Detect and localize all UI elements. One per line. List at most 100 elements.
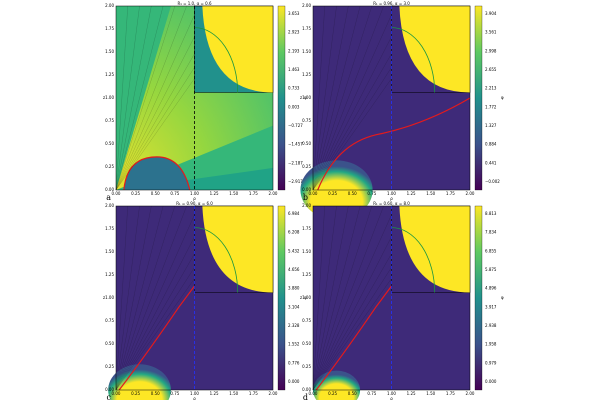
colorbar-tick-label: 2.655 xyxy=(485,67,497,72)
y-tick-label: 0.25 xyxy=(105,164,114,169)
colorbar-tick-label: 1.772 xyxy=(485,104,497,109)
panel-title: R₁ = 0.90, α = 6.0 xyxy=(176,201,213,206)
y-tick-label: 0.75 xyxy=(302,118,311,123)
x-tick-label: 0.75 xyxy=(367,191,376,196)
red-contour xyxy=(123,156,191,191)
colorbar-tick-label: 2.213 xyxy=(485,86,497,91)
x-axis-label: ρ xyxy=(193,196,196,201)
x-tick-label: 1.00 xyxy=(190,191,199,196)
inset-arc xyxy=(194,227,239,293)
y-tick-label: 0.50 xyxy=(105,141,114,146)
y-tick-label: 1.75 xyxy=(105,26,114,31)
field-line xyxy=(312,5,396,191)
x-tick-label: 1.50 xyxy=(229,191,238,196)
panel-label: a xyxy=(106,193,111,202)
x-tick-label: 1.00 xyxy=(190,391,199,396)
x-tick-label: 0.25 xyxy=(131,391,140,396)
x-tick-label: 1.75 xyxy=(249,391,258,396)
colorbar-label: φ xyxy=(501,295,504,300)
y-axis-label: z xyxy=(103,295,105,300)
y-tick-label: 0.75 xyxy=(302,318,311,323)
colorbar-tick-label: 6.208 xyxy=(288,230,300,235)
red-contour xyxy=(317,97,471,191)
x-tick-label: 0.50 xyxy=(348,191,357,196)
colorbar-tick-label: 0.003 xyxy=(288,104,300,109)
y-tick-label: 0.50 xyxy=(105,341,114,346)
plot-frame xyxy=(312,205,471,391)
field-line xyxy=(312,5,372,191)
x-tick-label: 0.75 xyxy=(367,391,376,396)
x-tick-label: 0.00 xyxy=(112,391,121,396)
y-tick-label: 0.00 xyxy=(302,387,311,392)
y-tick-label: 1.75 xyxy=(302,26,311,31)
colorbar-tick-label: 0.733 xyxy=(288,86,300,91)
x-tick-label: 0.75 xyxy=(170,191,179,196)
colorbar-tick-label: −0.002 xyxy=(485,179,500,184)
y-tick-label: 2.00 xyxy=(105,203,114,208)
plot-frame xyxy=(115,5,274,191)
colorbar-tick-label: −2.917 xyxy=(288,179,303,184)
y-tick-label: 1.25 xyxy=(302,72,311,77)
y-tick-label: 1.25 xyxy=(105,72,114,77)
colorbar-label: φ xyxy=(304,295,307,300)
colorbar-tick-label: 3.561 xyxy=(485,30,497,35)
x-tick-label: 1.50 xyxy=(426,191,435,196)
plot-frame xyxy=(115,205,274,391)
x-tick-label: 1.25 xyxy=(210,391,219,396)
inset-field xyxy=(202,206,273,293)
colorbar-tick-label: 0.979 xyxy=(485,360,497,365)
panel-title: R₁ = 0.60, α = 8.0 xyxy=(373,201,410,206)
panel-title: R₁ = 0.96, α = 3.0 xyxy=(373,1,410,6)
colorbar-tick-label: 2.328 xyxy=(288,323,300,328)
x-tick-label: 0.25 xyxy=(131,191,140,196)
x-tick-label: 1.25 xyxy=(407,391,416,396)
x-tick-label: 0.50 xyxy=(348,391,357,396)
colorbar-tick-label: 0.000 xyxy=(485,379,497,384)
colorbar-tick-label: 3.653 xyxy=(288,11,300,16)
field-line xyxy=(312,205,372,391)
colorbar-tick-label: 0.441 xyxy=(485,160,497,165)
field-line xyxy=(312,205,325,391)
colorbar-tick-label: 5.875 xyxy=(485,267,497,272)
y-tick-label: 1.50 xyxy=(302,49,311,54)
colorbar-tick-label: 3.904 xyxy=(485,11,497,16)
y-tick-label: 0.75 xyxy=(105,118,114,123)
field-line xyxy=(115,5,164,191)
y-tick-label: 2.00 xyxy=(105,3,114,8)
field-line xyxy=(115,205,128,391)
y-tick-label: 1.25 xyxy=(302,272,311,277)
field-dark xyxy=(116,167,273,190)
y-tick-label: 1.00 xyxy=(105,295,114,300)
colorbar-tick-label: 4.656 xyxy=(288,267,300,272)
field-line xyxy=(115,5,187,191)
x-tick-label: 2.00 xyxy=(466,191,475,196)
y-tick-label: 1.50 xyxy=(105,249,114,254)
field-line xyxy=(312,205,337,391)
colorbar-tick-label: 1.552 xyxy=(288,342,300,347)
x-tick-label: 0.00 xyxy=(309,391,318,396)
field-line xyxy=(115,205,152,391)
colorbar-tick-label: 1.327 xyxy=(485,123,497,128)
colorbar-tick-label: 2.938 xyxy=(485,323,497,328)
y-tick-label: 1.25 xyxy=(105,272,114,277)
colorbar-tick-label: 3.880 xyxy=(288,286,300,291)
inset-arc xyxy=(194,27,239,93)
field-line xyxy=(115,205,140,391)
inset-field xyxy=(202,6,273,93)
field-line xyxy=(312,205,384,391)
colorbar-tick-label: 2.923 xyxy=(288,30,300,35)
field-line xyxy=(115,5,199,191)
colorbar-tick-label: 2.998 xyxy=(485,48,497,53)
x-tick-label: 0.50 xyxy=(151,391,160,396)
field-line xyxy=(115,5,128,191)
colorbar-tick-label: 3.104 xyxy=(288,304,300,309)
colorbar-tick-label: 7.834 xyxy=(485,230,497,235)
x-tick-label: 2.00 xyxy=(269,191,278,196)
colorbar-tick-label: 2.193 xyxy=(288,48,300,53)
colorbar-tick-label: 5.432 xyxy=(288,248,300,253)
colorbar xyxy=(474,205,483,391)
field-line xyxy=(115,5,175,191)
colorbar-tick-label: −1.457 xyxy=(288,142,303,147)
x-axis-label: ρ xyxy=(193,396,196,400)
colorbar xyxy=(474,5,483,191)
